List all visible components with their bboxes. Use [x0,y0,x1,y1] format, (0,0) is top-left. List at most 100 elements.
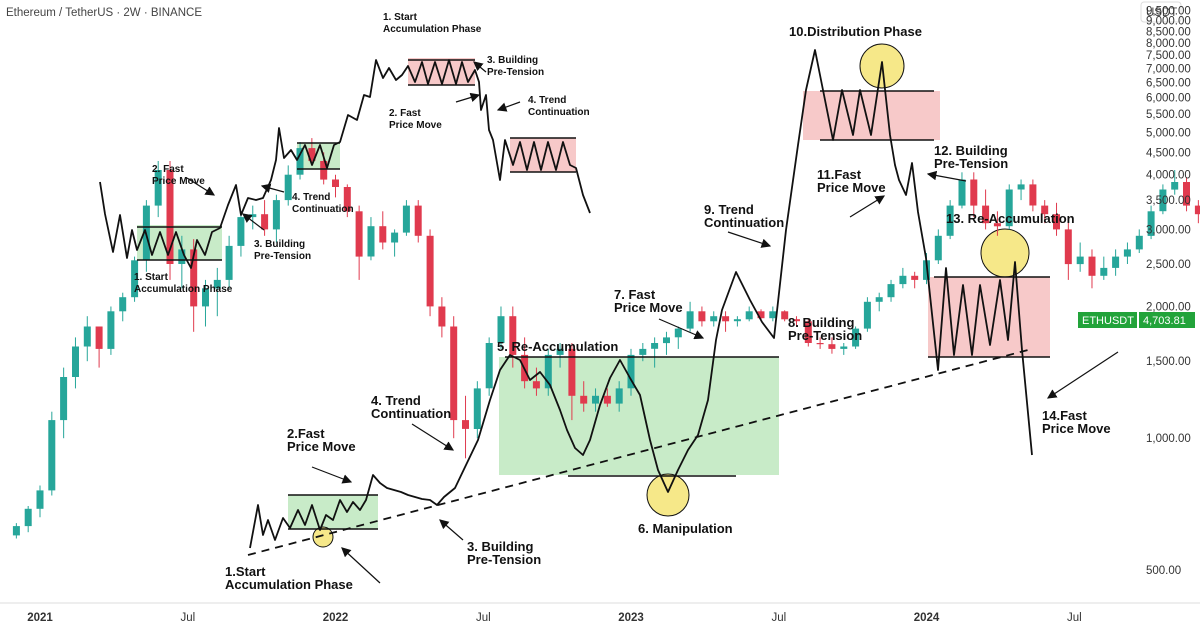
candle-body [131,260,139,298]
candle-body [1076,256,1084,265]
candle-body [1029,184,1037,206]
y-tick-label: 8,000.00 [1146,38,1191,50]
label-v1b: Accumulation Phase [383,24,482,35]
candle-body [769,311,777,319]
label-m4a: 4. Trend [371,393,421,408]
label-u3a: 3. Building [254,239,305,250]
label-v2a: 2. Fast [389,108,421,119]
y-tick-label: 3,500.00 [1146,195,1191,207]
zones [137,58,1050,529]
y-tick-label: 2,500.00 [1146,259,1191,271]
candle-body [166,170,174,264]
accum-zone-1 [288,495,378,529]
candle-body [745,311,753,320]
label-u1a: 1. Start [134,272,169,283]
label-m13: 13. Re-Accumulation [946,211,1075,226]
x-tick-label: Jul [1067,612,1082,624]
candle-body [1147,211,1155,236]
x-tick-label: 2022 [323,612,349,624]
candle-body [627,354,635,389]
candle-body [509,316,517,355]
candle-body [639,348,647,355]
candle-body [722,316,730,322]
candle-body [733,319,741,322]
candle-body [178,249,186,264]
candle-body [296,148,304,175]
candle-body [237,217,245,246]
y-tick-label: 5,000.00 [1146,127,1191,139]
label-m3b: Pre-Tension [467,552,541,567]
candle-body [379,226,387,243]
candle-body [355,211,363,257]
highlight-circle-manipulation [646,473,690,517]
candle-body [497,316,505,343]
label-m6: 6. Manipulation [638,521,733,536]
candle-body [1194,205,1200,215]
label-m1b: Accumulation Phase [225,577,353,592]
candle-body [556,348,564,355]
label-m7b: Price Move [614,300,683,315]
label-m2b: Price Move [287,439,356,454]
candle-body [781,311,789,320]
label-u3b: Pre-Tension [254,251,311,262]
candle-body [698,311,706,322]
candle-body [1159,189,1167,212]
candle-body [993,223,1001,227]
candle-body [402,205,410,233]
candle-body [615,388,623,404]
x-tick-label: Jul [476,612,491,624]
reaccum-zone-13 [928,277,1050,357]
candle-body [568,348,576,396]
candle-body [1088,256,1096,276]
candle-body [1135,235,1143,250]
label-m11b: Price Move [817,180,886,195]
candle-body [1171,182,1179,190]
candle-body [804,321,812,343]
label-v2b: Price Move [389,120,442,131]
price-tag-symbol: ETHUSDT [1082,315,1134,327]
candle-body [83,326,91,347]
candle-body [284,174,292,201]
candle-body [60,377,68,421]
y-tick-label: 7,500.00 [1146,50,1191,62]
candle-body [793,319,800,322]
candle-body [450,326,458,421]
candle-body [1017,184,1025,190]
candle-body [852,328,860,347]
label-m8b: Pre-Tension [788,328,862,343]
price-tag-price: 4,703.81 [1143,315,1186,327]
candle-body [970,179,978,206]
label-v1a: 1. Start [383,12,418,23]
candle-body [887,284,895,298]
y-tick-label: 6,500.00 [1146,77,1191,89]
candle-body [272,200,280,230]
x-tick-label: 2024 [914,612,940,624]
candle-body [816,343,824,345]
y-tick-label: 2,000.00 [1146,302,1191,314]
price-tag-symbol-bg [1078,312,1137,328]
candle-body [261,214,269,230]
candle-body [757,311,765,319]
candle-body [958,179,966,206]
candle-body [911,275,919,280]
candle-body [686,311,694,329]
candle-body [863,301,871,329]
candle-body [899,275,907,285]
candle-body [95,326,103,349]
candle-body [544,354,552,389]
candle-body [532,381,540,389]
candle-body [840,346,848,349]
y-tick-label: 4,500.00 [1146,147,1191,159]
label-v3a: 3. Building [487,55,538,66]
candle-body [603,395,611,404]
candle-body [1041,205,1049,215]
candle-body [48,420,56,491]
candle-body [119,297,127,312]
candle-body [213,279,221,289]
label-m2a: 2.Fast [287,426,325,441]
candle-body [36,490,44,509]
label-v4a: 4. Trend [528,95,566,106]
candle-body [249,214,257,218]
label-m7a: 7. Fast [614,287,656,302]
